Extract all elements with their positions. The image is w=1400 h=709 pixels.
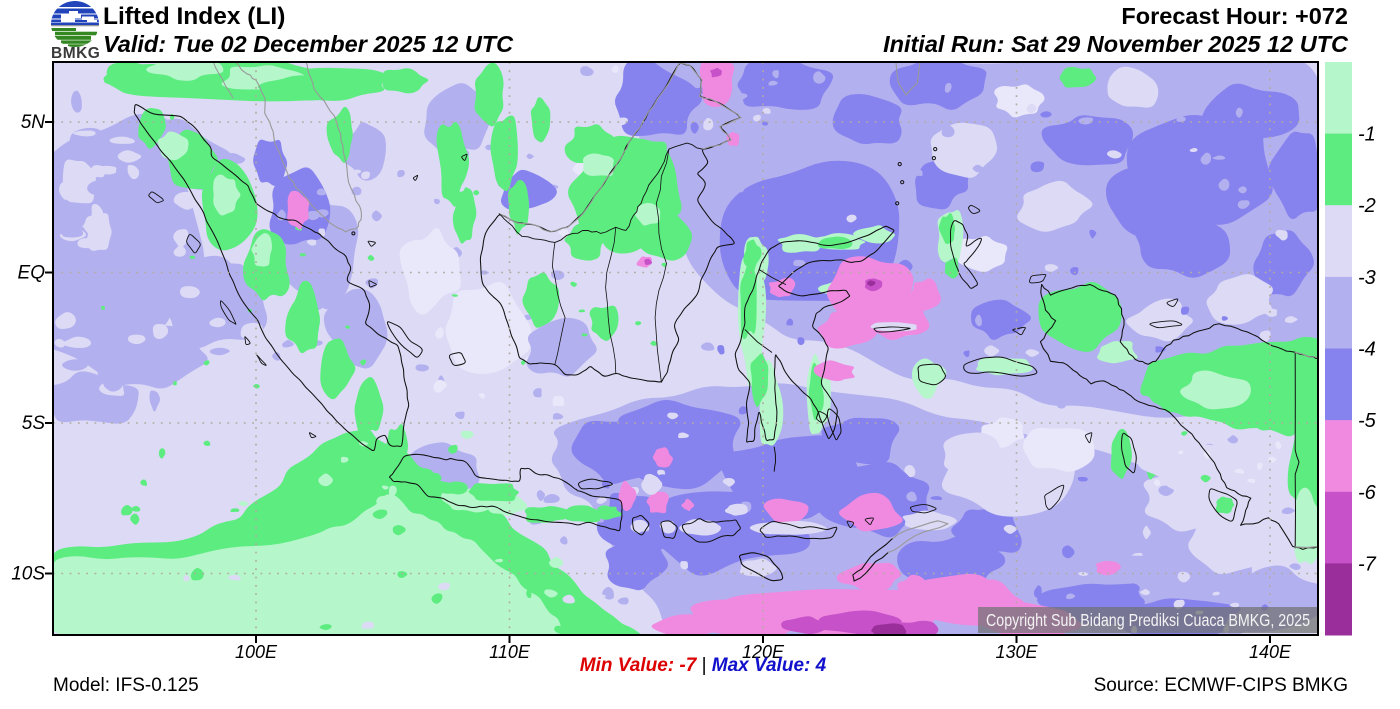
- svg-text:5N: 5N: [21, 112, 46, 133]
- svg-text:-4: -4: [1358, 339, 1376, 361]
- svg-text:Valid: Tue 02 December 2025 12: Valid: Tue 02 December 2025 12 UTC: [103, 31, 514, 57]
- svg-text:Initial Run: Sat 29 November 2: Initial Run: Sat 29 November 2025 12 UTC: [883, 31, 1349, 57]
- svg-text:100E: 100E: [235, 642, 278, 662]
- svg-text:EQ: EQ: [18, 263, 46, 284]
- svg-text:BMKG: BMKG: [51, 45, 100, 62]
- svg-text:5S: 5S: [22, 413, 46, 434]
- svg-text:140E: 140E: [1249, 642, 1292, 662]
- svg-text:120E: 120E: [742, 642, 785, 662]
- svg-text:Lifted Index (LI): Lifted Index (LI): [103, 3, 285, 30]
- svg-text:-6: -6: [1358, 482, 1377, 504]
- svg-text:Model: IFS-0.125: Model: IFS-0.125: [53, 675, 199, 696]
- svg-text:110E: 110E: [489, 642, 531, 662]
- svg-text:-5: -5: [1358, 410, 1377, 432]
- svg-text:-3: -3: [1358, 267, 1376, 289]
- svg-text:Min Value: -7 | Max Value:: Min Value: -7 | Max Value: 4: [580, 655, 827, 676]
- svg-text:10S: 10S: [11, 564, 45, 585]
- svg-text:Source: ECMWF-CIPS BMKG: Source: ECMWF-CIPS BMKG: [1094, 675, 1348, 696]
- svg-text:-7: -7: [1358, 553, 1377, 575]
- svg-text:Forecast Hour: +072: Forecast Hour: +072: [1121, 3, 1348, 29]
- svg-text:-2: -2: [1358, 195, 1376, 217]
- svg-text:130E: 130E: [995, 642, 1038, 662]
- svg-text:Copyright Sub Bidang Prediksi: Copyright Sub Bidang Prediksi Cuaca BMKG…: [986, 610, 1310, 630]
- svg-text:-1: -1: [1358, 124, 1376, 146]
